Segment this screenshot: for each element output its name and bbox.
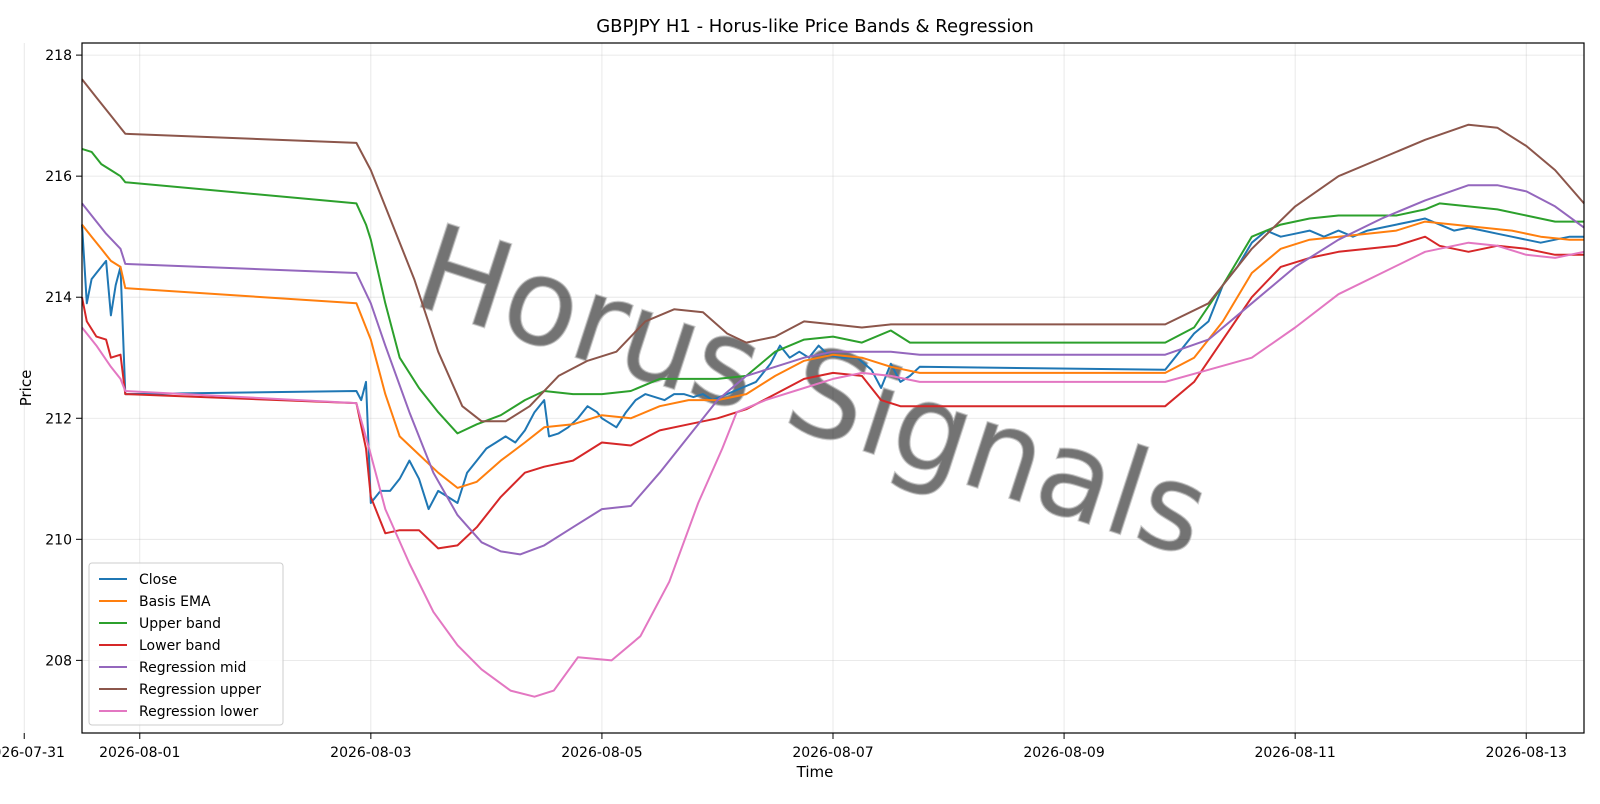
x-tick-label: 2026-08-03	[330, 745, 411, 761]
legend-label: Close	[139, 572, 177, 588]
x-tick-label: 2026-08-13	[1486, 745, 1567, 761]
x-axis: 2026-07-31 2026-08-01 2026-08-03 2026-08-05…	[0, 733, 1567, 761]
x-tick-label: 2026-08-01	[99, 745, 180, 761]
series-line-regression-mid	[81, 184, 1585, 556]
series-line-regression-lower	[81, 241, 1585, 698]
legend-label: Lower band	[139, 638, 221, 654]
series-line-basis-ema	[81, 220, 1584, 489]
x-tick-label: 2026-08-07	[792, 745, 873, 761]
y-tick-label: 216	[45, 169, 72, 185]
y-tick-label: 208	[45, 653, 72, 669]
grid	[23, 43, 1584, 733]
legend-label: Regression lower	[139, 704, 259, 720]
legend-label: Basis EMA	[139, 594, 211, 610]
watermark-text: Horus Signals	[401, 199, 1225, 585]
y-tick-label: 214	[45, 290, 72, 306]
x-tick-label: 2026-08-05	[561, 745, 642, 761]
series-line-lower-band	[81, 235, 1584, 550]
watermark: Horus Signals	[400, 198, 1226, 586]
legend-label: Upper band	[139, 616, 221, 632]
x-tick-label: 2026-08-11	[1254, 745, 1335, 761]
y-tick-label: 212	[45, 411, 72, 427]
legend-label: Regression upper	[139, 682, 261, 698]
legend-label: Regression mid	[139, 660, 246, 676]
series-line-regression-upper	[81, 78, 1585, 423]
x-tick-label: 2026-07-31	[0, 745, 65, 761]
legend-box	[88, 562, 284, 726]
series-line-upper-band	[81, 147, 1584, 435]
y-tick-label: 210	[45, 532, 72, 548]
y-axis: 208 210 212 214 216 218	[45, 48, 82, 669]
x-tick-label: 2026-08-09	[1023, 745, 1104, 761]
x-axis-label: Time	[796, 763, 834, 781]
chart-title: GBPJPY H1 - Horus-like Price Bands & Reg…	[596, 16, 1034, 37]
legend: Close Basis EMA Upper band Lower band Regres…	[88, 562, 284, 726]
y-axis-label: Price	[17, 370, 35, 407]
y-tick-label: 218	[45, 48, 72, 64]
series-lines	[81, 78, 1585, 698]
